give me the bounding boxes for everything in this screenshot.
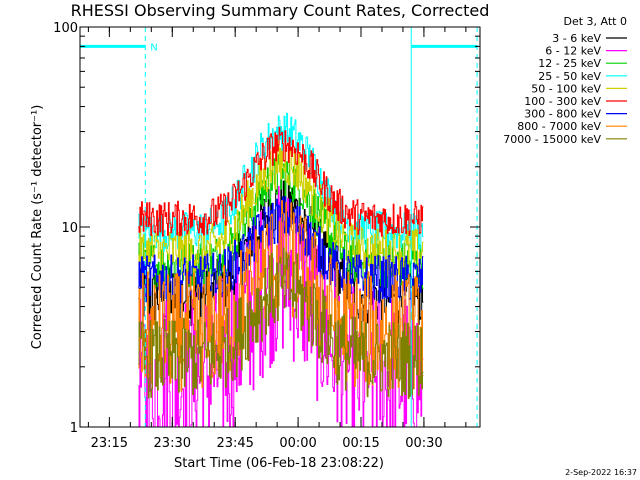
series-layer: [138, 112, 424, 428]
legend-header: Det 3, Att 0: [564, 15, 628, 28]
legend-label-0: 3 - 6 keV: [552, 32, 601, 45]
legend-label-1: 6 - 12 keV: [545, 45, 601, 58]
series-line-8: [138, 247, 424, 399]
night-flag-label: N: [150, 42, 157, 53]
legend-label-5: 100 - 300 keV: [524, 95, 601, 108]
legend-label-2: 12 - 25 keV: [538, 57, 601, 70]
series-line-4: [138, 140, 424, 277]
y-axis: 1 10 100: [53, 21, 480, 436]
legend-label-8: 7000 - 15000 keV: [503, 133, 601, 146]
x-axis: 23:15 23:30 23:45 00:00 00:15 00:30: [87, 27, 467, 451]
x-axis-label: Start Time (06-Feb-18 23:08:22): [174, 456, 384, 471]
legend-label-4: 50 - 100 keV: [531, 82, 601, 95]
series-4: [138, 140, 424, 277]
series-line-5: [138, 126, 424, 237]
footer-date: 2-Sep-2022 16:37: [565, 468, 637, 477]
x-tick-label-4: 00:15: [342, 436, 379, 451]
y-tick-label-0: 1: [70, 421, 78, 436]
legend-label-3: 25 - 50 keV: [538, 70, 601, 83]
y-tick-label-2: 100: [53, 21, 78, 36]
y-tick-label-1: 10: [61, 221, 78, 236]
legend-label-6: 300 - 800 keV: [524, 108, 601, 121]
x-tick-label-3: 00:00: [279, 436, 316, 451]
x-tick-label-2: 23:45: [216, 436, 253, 451]
series-8: [138, 247, 424, 399]
series-6: [138, 196, 424, 304]
x-tick-label-0: 23:15: [91, 436, 128, 451]
series-line-6: [138, 196, 424, 304]
chart-title: RHESSI Observing Summary Count Rates, Co…: [71, 1, 490, 20]
y-axis-label: Corrected Count Rate (s⁻¹ detector⁻¹): [30, 105, 45, 350]
legend-label-7: 800 - 7000 keV: [517, 120, 601, 133]
series-5: [138, 126, 424, 237]
x-tick-label-1: 23:30: [154, 436, 191, 451]
x-tick-label-5: 00:30: [405, 436, 442, 451]
